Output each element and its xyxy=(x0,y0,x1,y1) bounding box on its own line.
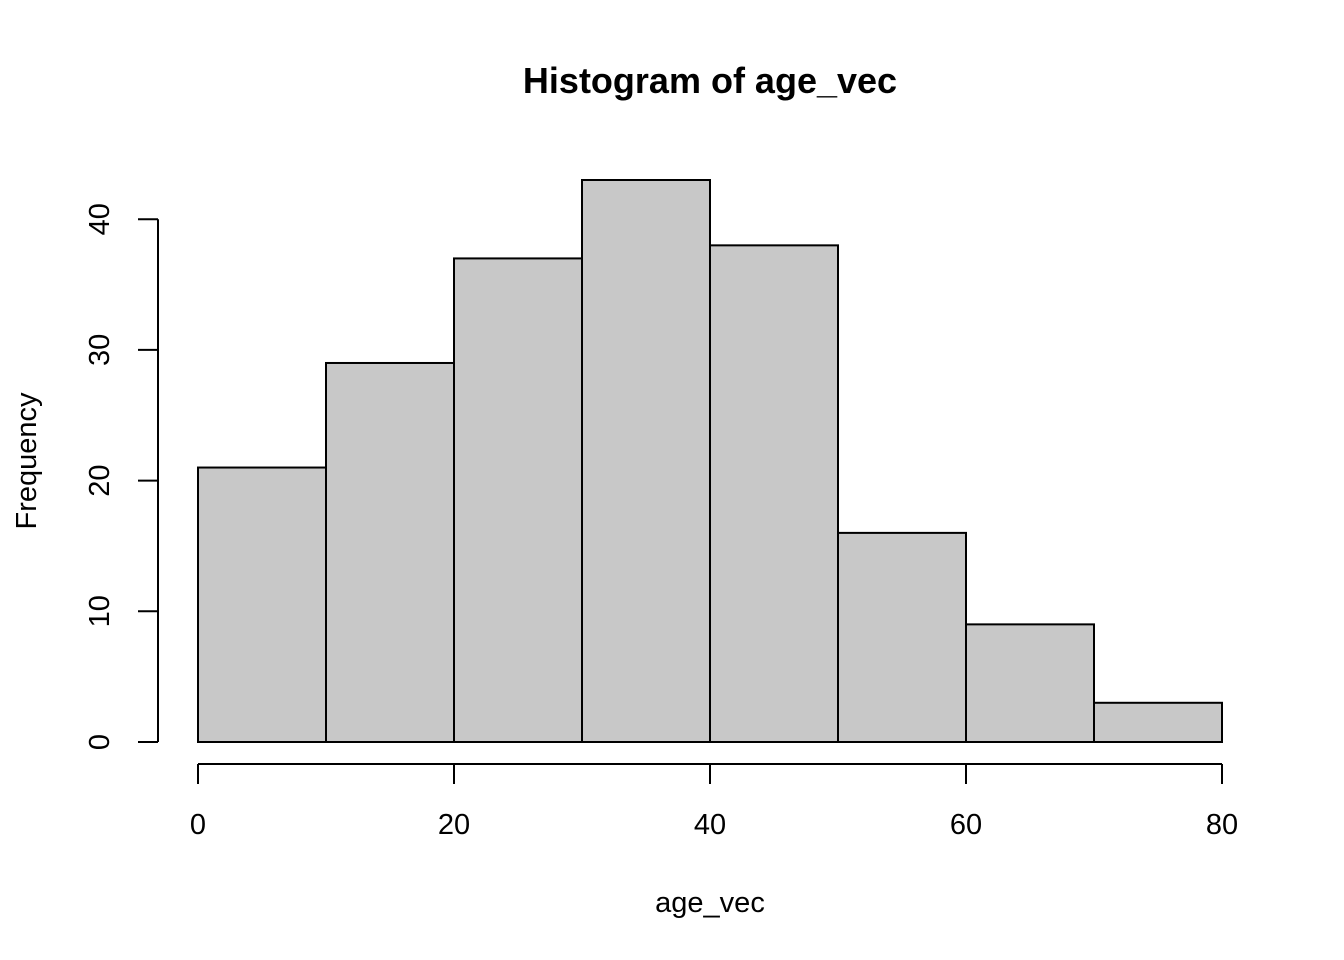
y-tick-label-2: 20 xyxy=(84,464,116,496)
bars-group xyxy=(197,179,1223,744)
x-tick-label-1: 20 xyxy=(438,809,470,841)
x-tick-label-4: 80 xyxy=(1206,809,1238,841)
y-tick-label-0: 0 xyxy=(84,734,116,750)
histogram-bar-7 xyxy=(1093,701,1223,744)
histogram-bar-4 xyxy=(709,244,839,743)
histogram-bar-5 xyxy=(837,531,967,743)
y-tick-label-1: 10 xyxy=(84,595,116,627)
histogram-bar-6 xyxy=(965,623,1095,743)
histogram-bar-2 xyxy=(453,257,583,743)
y-axis-label: Frequency xyxy=(11,392,43,530)
x-tick-label-3: 60 xyxy=(950,809,982,841)
x-tick-label-2: 40 xyxy=(694,809,726,841)
y-tick-label-3: 30 xyxy=(84,334,116,366)
y-axis: 0 10 20 30 40 xyxy=(84,203,159,750)
x-axis: 0 20 40 60 80 xyxy=(190,763,1238,841)
histogram-bar-0 xyxy=(197,466,327,743)
x-tick-label-0: 0 xyxy=(190,809,206,841)
chart-title: Histogram of age_vec xyxy=(523,60,897,101)
histogram-bar-3 xyxy=(581,179,711,743)
y-tick-label-4: 40 xyxy=(84,203,116,235)
histogram-bar-1 xyxy=(325,361,455,743)
x-axis-label: age_vec xyxy=(655,887,765,919)
